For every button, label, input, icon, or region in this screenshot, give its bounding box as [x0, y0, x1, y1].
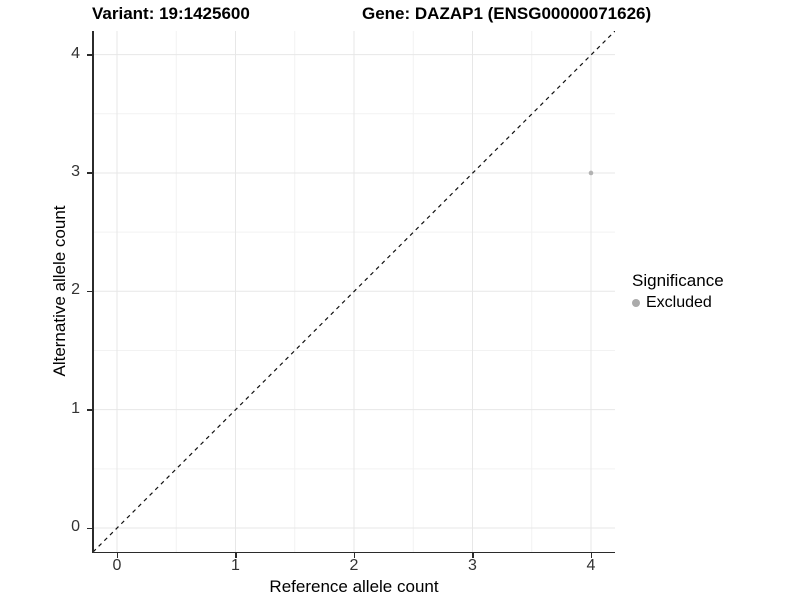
x-tick-mark	[116, 553, 118, 558]
x-axis-title: Reference allele count	[269, 577, 439, 596]
x-axis-line	[92, 551, 615, 553]
y-tick-mark	[87, 54, 92, 56]
y-tick-mark	[87, 527, 92, 529]
x-tick-label: 0	[112, 557, 122, 574]
y-tick-label: 2	[71, 281, 80, 299]
data-point	[588, 170, 594, 176]
y-axis-line	[92, 31, 94, 552]
variant-title: Variant: 19:1425600	[92, 4, 250, 23]
y-axis-title: Alternative allele count	[50, 205, 69, 377]
x-tick-mark	[590, 553, 592, 558]
legend-item-excluded: Excluded	[632, 294, 724, 312]
plot-canvas	[93, 31, 615, 552]
excluded-point-icon	[632, 299, 640, 307]
x-tick-mark	[353, 553, 355, 558]
x-tick-mark	[472, 553, 474, 558]
y-tick-mark	[87, 172, 92, 174]
y-tick-label: 1	[71, 399, 80, 417]
legend: Significance Excluded	[632, 271, 724, 312]
x-tick-label: 2	[349, 557, 359, 574]
y-tick-mark	[87, 290, 92, 293]
x-tick-mark	[235, 553, 237, 558]
legend-title: Significance	[632, 271, 724, 290]
x-tick-label: 4	[586, 557, 596, 574]
y-tick-label: 0	[71, 518, 80, 536]
y-tick-label: 4	[71, 44, 80, 62]
legend-item-label: Excluded	[646, 294, 712, 311]
y-tick-label: 3	[71, 163, 80, 181]
x-tick-label: 3	[468, 557, 477, 574]
x-tick-label: 1	[231, 557, 240, 574]
gene-title: Gene: DAZAP1 (ENSG00000071626)	[362, 4, 652, 23]
plot-panel	[93, 31, 615, 552]
y-tick-mark	[87, 409, 92, 411]
identity-line	[93, 31, 615, 552]
